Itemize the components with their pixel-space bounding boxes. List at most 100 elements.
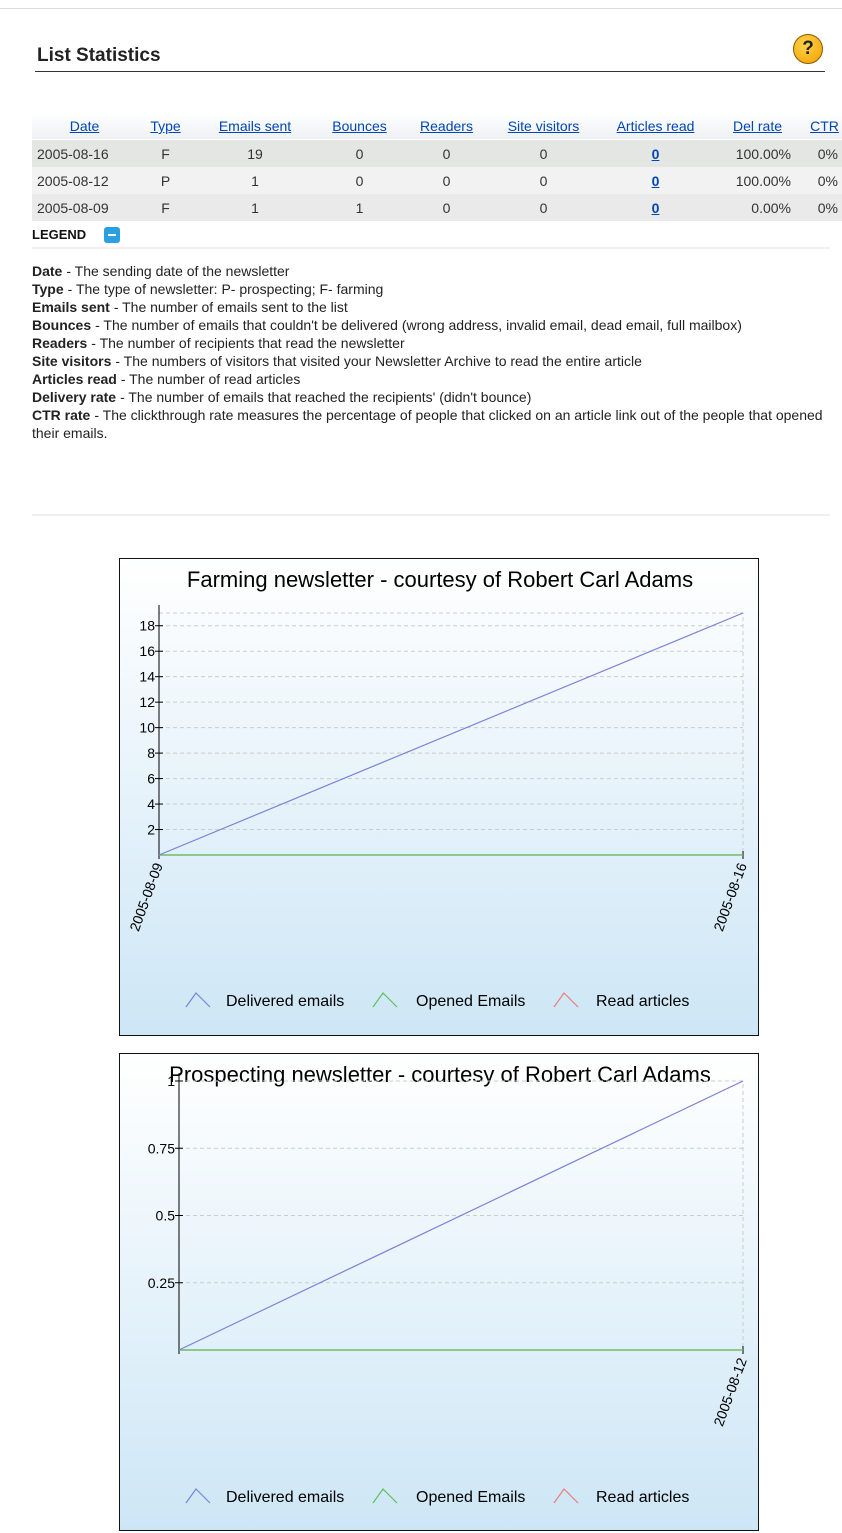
- legend-item: Articles read - The number of read articl…: [32, 370, 824, 388]
- column-sort-link[interactable]: Readers: [420, 118, 473, 134]
- legend-item: Readers - The number of recipients that r…: [32, 334, 824, 352]
- table-cell: 0: [490, 167, 597, 194]
- series-line: [158, 612, 744, 856]
- legend-item: Delivery rate - The number of emails that…: [32, 388, 824, 406]
- table-cell: 2005-08-12: [32, 167, 137, 194]
- legend-label: Read articles: [596, 1489, 689, 1506]
- separator: [32, 514, 830, 516]
- legend-description: - The numbers of visitors that visited y…: [115, 353, 642, 369]
- table-cell: 19: [194, 139, 316, 167]
- table-cell: 1: [316, 194, 403, 221]
- legend-term: Emails sent: [32, 299, 110, 315]
- column-sort-link[interactable]: Articles read: [616, 118, 695, 134]
- column-header: CTR: [801, 113, 842, 140]
- column-sort-link[interactable]: Emails sent: [218, 118, 292, 134]
- legend-item: Date - The sending date of the newsletter: [32, 262, 824, 280]
- y-tick-label: 8: [147, 745, 155, 761]
- section-title: List Statistics: [37, 45, 161, 66]
- legend-icon: [553, 1488, 579, 1504]
- column-sort-link[interactable]: CTR: [810, 118, 839, 134]
- table-cell: 100.00%: [714, 167, 801, 194]
- chart-title: Prospecting newsletter - courtesy of Rob…: [169, 1062, 711, 1087]
- x-tick-label: 2005-08-16: [710, 860, 750, 933]
- table-cell: 0: [597, 194, 714, 221]
- legend-term: Type: [32, 281, 64, 297]
- title-underline: [35, 71, 825, 72]
- table-cell: 1: [194, 167, 316, 194]
- legend-label: Delivered emails: [226, 1489, 344, 1506]
- legend-term: Date: [32, 263, 63, 279]
- column-sort-link[interactable]: Type: [150, 118, 181, 134]
- legend-icon: [372, 1488, 398, 1504]
- legend-item: Site visitors - The numbers of visitors t…: [32, 352, 824, 370]
- y-tick-label: 14: [139, 669, 155, 685]
- table-cell: 2005-08-09: [32, 194, 137, 221]
- legend-description: - The sending date of the newsletter: [66, 263, 290, 279]
- legend-item: Type - The type of newsletter: P- prospec…: [32, 280, 824, 298]
- table-cell: 0%: [801, 139, 842, 167]
- y-tick-label: 10: [139, 720, 155, 736]
- legend-term: Bounces: [32, 317, 92, 333]
- table-row: 2005-08-09 F 1 1 0 0 0 0.00% 0%: [32, 194, 842, 221]
- column-header: Bounces: [316, 113, 403, 140]
- y-tick-label: 0.75: [148, 1140, 175, 1156]
- legend-term: Readers: [32, 335, 88, 351]
- column-header: Emails sent: [194, 113, 316, 140]
- legend-icon: [185, 1488, 211, 1504]
- table-cell: 100.00%: [714, 139, 801, 167]
- legend-label: Delivered emails: [226, 993, 344, 1010]
- articles-link[interactable]: 0: [651, 172, 660, 189]
- column-header: Type: [137, 113, 194, 140]
- table-cell: 0.00%: [714, 194, 801, 221]
- articles-link[interactable]: 0: [651, 145, 660, 162]
- legend-label: Read articles: [596, 993, 689, 1010]
- table-cell: F: [137, 194, 194, 221]
- column-sort-link[interactable]: Date: [69, 118, 100, 134]
- y-tick-label: 2: [147, 822, 155, 838]
- x-tick-label: 2005-08-09: [126, 860, 166, 933]
- y-tick-label: 6: [147, 771, 155, 787]
- legend-item: Emails sent - The number of emails sent t…: [32, 298, 824, 316]
- articles-link[interactable]: 0: [651, 199, 660, 216]
- column-sort-link[interactable]: Del rate: [732, 118, 783, 134]
- y-tick-label: 0.25: [148, 1275, 175, 1291]
- table-row: 2005-08-16 F 19 0 0 0 0 100.00% 0%: [32, 139, 842, 167]
- legend-label: Opened Emails: [416, 993, 525, 1010]
- table-cell: 0: [403, 194, 490, 221]
- legend-title: LEGEND: [32, 227, 87, 242]
- series-line: [178, 1080, 744, 1351]
- table-cell: 0: [316, 167, 403, 194]
- column-header: Readers: [403, 113, 490, 140]
- legend-term: Delivery rate: [32, 389, 117, 405]
- table-cell: 0%: [801, 194, 842, 221]
- column-sort-link[interactable]: Site visitors: [507, 118, 580, 134]
- help-button[interactable]: ?: [793, 34, 823, 64]
- legend-description: - The type of newsletter: P- prospecting…: [67, 281, 384, 297]
- table-cell: 0: [316, 139, 403, 167]
- table-row: 2005-08-12 P 1 0 0 0 0 100.00% 0%: [32, 167, 842, 194]
- table-cell: 0%: [801, 167, 842, 194]
- legend-term: Articles read: [32, 371, 117, 387]
- table-cell: 0: [403, 167, 490, 194]
- legend-description: - The number of emails sent to the list: [113, 299, 348, 315]
- stats-table: Date Type Emails sent Bounces Readers Site vi…: [32, 113, 842, 221]
- top-border: [0, 8, 842, 9]
- legend-label: Opened Emails: [416, 1489, 525, 1506]
- x-tick-label: 2005-08-12: [710, 1355, 750, 1428]
- legend-items: Date - The sending date of the newsletter…: [32, 262, 824, 442]
- y-tick-label: 12: [139, 694, 155, 710]
- chart: Prospecting newsletter - courtesy of Rob…: [119, 1053, 759, 1531]
- header-row: Date Type Emails sent Bounces Readers Site vi…: [32, 113, 842, 140]
- legend-toggle[interactable]: [104, 227, 120, 243]
- table-cell: 1: [194, 194, 316, 221]
- table-cell: 0: [597, 167, 714, 194]
- column-header: Del rate: [714, 113, 801, 140]
- legend-term: Site visitors: [32, 353, 112, 369]
- legend-description: - The number of emails that reached the …: [120, 389, 532, 405]
- legend-item: Bounces - The number of emails that could…: [32, 316, 824, 334]
- legend-icon: [553, 992, 579, 1008]
- chart: Farming newsletter - courtesy of Robert …: [119, 558, 759, 1036]
- column-sort-link[interactable]: Bounces: [332, 118, 387, 134]
- legend-description: - The number of read articles: [120, 371, 301, 387]
